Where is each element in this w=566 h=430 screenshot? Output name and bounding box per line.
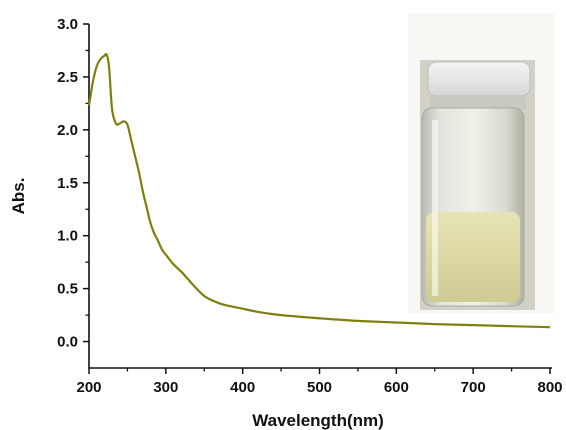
x-tick-label: 300 — [153, 379, 178, 396]
vial-liquid — [426, 212, 520, 302]
x-tick-label: 500 — [307, 379, 332, 396]
y-tick-label: 0.0 — [57, 334, 78, 351]
x-tick-label: 600 — [384, 379, 409, 396]
x-axis-title: Wavelength(nm) — [252, 411, 384, 430]
y-tick-label: 2.0 — [57, 122, 78, 139]
y-tick-label: 2.5 — [57, 69, 78, 86]
y-tick-label: 3.0 — [57, 16, 78, 33]
vial-highlight — [432, 120, 438, 296]
vial-photo-inset — [408, 13, 554, 313]
vial-neck — [430, 96, 526, 110]
x-tick-label: 700 — [461, 379, 486, 396]
absorbance-line — [87, 52, 551, 329]
axis-ticks: 200 300 400 500 600 700 800 0.0 0.5 1.0 1.5 2.0 2.5 3… — [57, 16, 562, 396]
vial-cap — [427, 61, 531, 97]
y-tick-label: 1.5 — [57, 175, 78, 192]
x-tick-label: 800 — [537, 379, 562, 396]
y-tick-label: 0.5 — [57, 281, 78, 298]
x-tick-label: 200 — [76, 379, 101, 396]
y-tick-label: 1.0 — [57, 228, 78, 245]
y-axis-title: Abs. — [9, 178, 28, 215]
x-tick-label: 400 — [230, 379, 255, 396]
